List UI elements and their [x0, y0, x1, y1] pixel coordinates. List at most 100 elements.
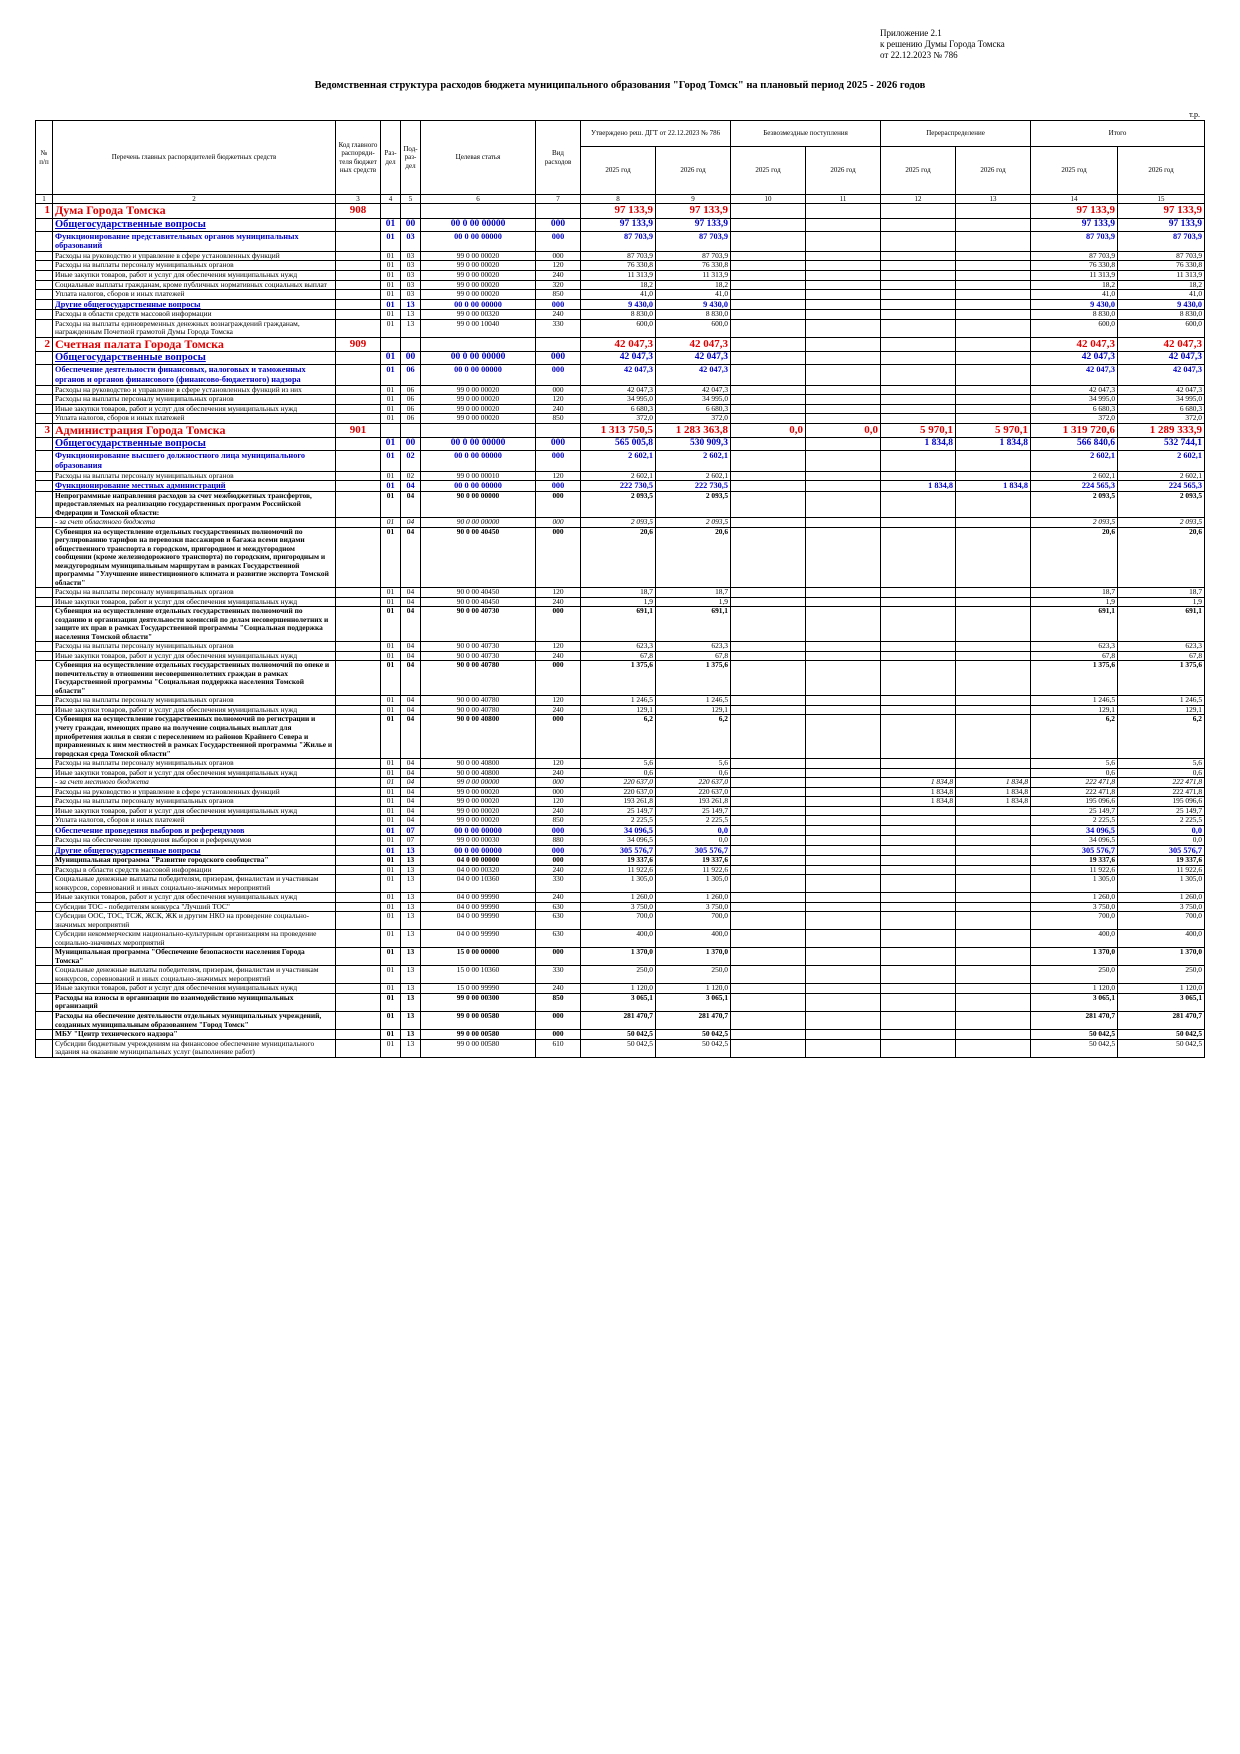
- year-header: 2025 год: [1030, 146, 1119, 195]
- cell: 2 602,1: [654, 450, 732, 472]
- cell: 13: [400, 929, 421, 949]
- cell: 01: [380, 606, 401, 643]
- cell: 2 602,1: [1030, 450, 1119, 472]
- cell: 1 834,8: [955, 480, 1032, 492]
- cell: Иные закупки товаров, работ и услуг для …: [52, 805, 336, 817]
- cell: [955, 965, 1032, 985]
- cell: 87 703,9: [654, 250, 732, 262]
- table-row: Расходы на выплаты единовременных денежн…: [35, 318, 1206, 338]
- cell: [955, 844, 1032, 857]
- table-row: Обеспечение проведения выборов и референ…: [35, 824, 1206, 837]
- year-header: 2026 год: [654, 146, 732, 195]
- cell: 2 602,1: [1030, 470, 1119, 482]
- cell: 97 133,9: [1030, 217, 1119, 232]
- cell: [35, 650, 53, 662]
- cell: [400, 422, 421, 439]
- cell: 01: [380, 758, 401, 769]
- cell: 1 319 720,6: [1030, 422, 1119, 439]
- cell: 13: [400, 947, 421, 967]
- cell: 03: [400, 279, 421, 291]
- cell: [805, 983, 882, 994]
- cell: 87 703,9: [1117, 250, 1206, 262]
- cell: [35, 965, 53, 985]
- cell: [335, 855, 381, 866]
- cell: [955, 864, 1032, 876]
- cell: 2 093,5: [1030, 517, 1119, 528]
- table-row: Субвенция на осуществление отдельных гос…: [35, 606, 1206, 643]
- cell: 240: [535, 805, 581, 817]
- cell: 01: [380, 394, 401, 405]
- cell: [730, 805, 807, 817]
- cell: [730, 864, 807, 876]
- cell: [380, 422, 401, 439]
- cell: 01: [380, 403, 401, 415]
- cell: [730, 824, 807, 837]
- appendix-line: Приложение 2.1: [880, 28, 942, 38]
- table-row: Субсидии некоммерческим национально-куль…: [35, 929, 1206, 949]
- cell: 01: [380, 270, 401, 281]
- document-title: Ведомственная структура расходов бюджета…: [314, 80, 926, 91]
- cell: 0,0: [654, 835, 732, 846]
- cell: 691,1: [1030, 606, 1119, 643]
- cell: 250,0: [1030, 965, 1119, 985]
- cell: [955, 767, 1032, 779]
- cell: [335, 815, 381, 826]
- cell: [805, 403, 882, 415]
- cell: [335, 911, 381, 931]
- cell: 99 0 00 00020: [420, 403, 536, 415]
- cell: 6 680,3: [1030, 403, 1119, 415]
- cell: 99 0 00 00020: [420, 270, 536, 281]
- cell: [730, 260, 807, 271]
- table-row: Функционирование высшего должностного ли…: [35, 450, 1206, 472]
- cell: Расходы на руководство и управление в сф…: [52, 384, 336, 396]
- cell: 99 0 00 00020: [420, 250, 536, 262]
- table-row: Субвенция на осуществление отдельных гос…: [35, 660, 1206, 697]
- cell: [35, 815, 53, 826]
- cell: 120: [535, 587, 581, 598]
- cell: 01: [380, 470, 401, 482]
- cell: 3: [35, 422, 53, 439]
- cell: [730, 1010, 807, 1031]
- cell: 330: [535, 874, 581, 894]
- cell: [335, 805, 381, 817]
- cell: 97 133,9: [654, 203, 732, 219]
- cell: [805, 309, 882, 320]
- cell: [805, 965, 882, 985]
- cell: 01: [380, 437, 401, 452]
- cell: 281 470,7: [1030, 1010, 1119, 1031]
- cell: 07: [400, 824, 421, 837]
- group-header: Перераспределение: [880, 120, 1032, 147]
- cell: [805, 217, 882, 232]
- cell: 04: [400, 796, 421, 807]
- cell: [805, 901, 882, 913]
- cell: [805, 786, 882, 798]
- cell: [335, 758, 381, 769]
- table-row: Иные закупки товаров, работ и услуг для …: [35, 983, 1206, 994]
- cell: 03: [400, 270, 421, 281]
- cell: 11 922,6: [654, 864, 732, 876]
- cell: [955, 309, 1032, 320]
- cell: 01: [380, 815, 401, 826]
- cell: [805, 777, 882, 788]
- cell: [955, 855, 1032, 866]
- cell: 04: [400, 805, 421, 817]
- cell: 13: [400, 901, 421, 913]
- cell: 1 834,8: [880, 796, 957, 807]
- cell: 01: [380, 1038, 401, 1058]
- cell: [880, 470, 957, 482]
- cell: [955, 217, 1032, 232]
- table-row: Расходы на руководство и управление в сф…: [35, 384, 1206, 396]
- column-header: Перечень главных распорядителей бюджетны…: [52, 120, 336, 195]
- cell: 67,8: [654, 650, 732, 662]
- cell: [730, 270, 807, 281]
- column-number: 10: [730, 193, 807, 205]
- cell: 13: [400, 864, 421, 876]
- cell: 01: [380, 250, 401, 262]
- cell: [380, 203, 401, 219]
- cell: Расходы на руководство и управление в сф…: [52, 786, 336, 798]
- cell: [805, 824, 882, 837]
- cell: [805, 450, 882, 472]
- cell: 18,7: [580, 587, 656, 598]
- table-row: Иные закупки товаров, работ и услуг для …: [35, 403, 1206, 415]
- group-header: Итого: [1030, 120, 1206, 147]
